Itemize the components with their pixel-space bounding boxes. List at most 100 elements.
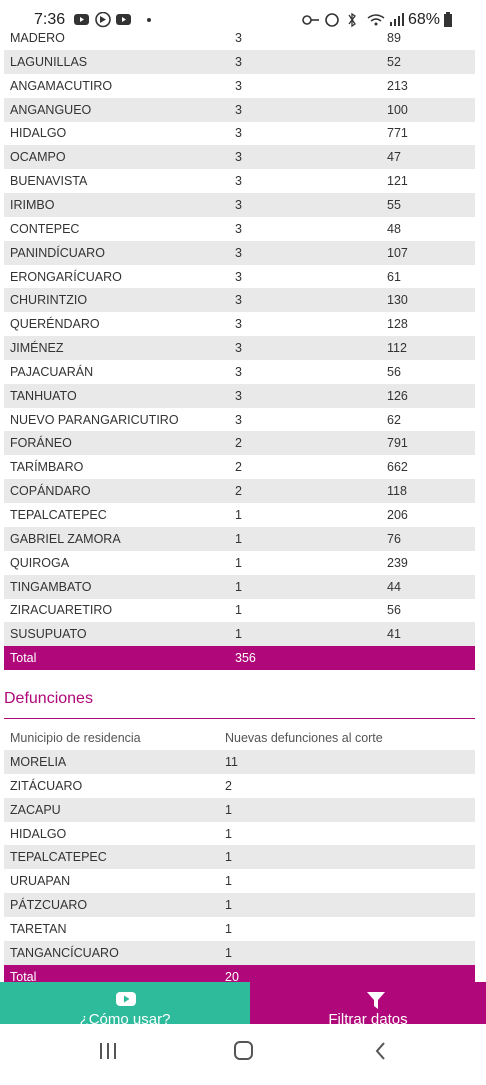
table-cell: MADERO [10,31,65,45]
table-cell: 55 [387,197,401,212]
table-cell: LAGUNILLAS [10,54,88,69]
filter-button[interactable]: Filtrar datos [250,982,486,1024]
table-cell: NUEVO PARANGARICUTIRO [10,412,179,427]
table-cell: TEPALCATEPEC [10,508,107,522]
total-cell: 356 [235,651,256,666]
filter-icon [367,992,385,1009]
table-cell: 89 [387,31,401,45]
table-cell: 1 [225,826,232,841]
table-cell: HIDALGO [10,126,67,141]
help-label: ¿Cómo usar? [79,1011,171,1024]
table-cell: 100 [387,102,408,117]
table-row: TINGAMBATO 1 44 [4,574,475,599]
table-row: TARETAN 1 [4,917,475,941]
table-row: BUENAVISTA 3 121 [4,169,475,193]
system-icons [302,12,404,28]
table-cell: 1 [225,898,232,913]
table-cell: 1 [235,579,242,594]
header-cell: Municipio de residencia [10,731,141,745]
table-cell: 2 [225,778,232,793]
table-cell: 130 [387,293,408,308]
table-cell: TANHUATO [10,388,77,403]
total-cell: 20 [225,969,239,984]
table-cell: 11 [225,755,238,769]
total-cell: Total [10,969,37,984]
table-row: JIMÉNEZ 3 112 [4,336,475,361]
table-cell: PÁTZCUARO [10,898,88,913]
table-cell: 2 [235,436,242,451]
clock: 7:36 [34,11,66,28]
table-cell: TARETAN [10,921,67,936]
table-cell: 3 [235,197,242,212]
table-header: Municipio de residencia Nuevas defuncione… [4,726,475,750]
table-cell: 1 [235,627,242,642]
total-cell: Total [10,651,37,666]
table-cell: COPÁNDARO [10,484,91,499]
table-row: OCAMPO 3 47 [4,145,475,170]
table-cell: HIDALGO [10,826,67,841]
table-cell: 76 [387,531,401,546]
table-cell: TINGAMBATO [10,579,92,594]
table-cell: 62 [387,412,401,427]
table-cell: PAJACUARÁN [10,364,94,379]
table-cell: 3 [235,150,242,165]
table-cell: 3 [235,126,242,141]
table-cell: 3 [235,317,242,332]
table-row: MADERO 3 89 [4,26,475,50]
table-cell: 61 [387,269,401,284]
table-cell: IRIMBO [10,197,55,212]
table-row: ANGANGUEO 3 100 [4,97,475,122]
table-cell: 1 [225,802,232,817]
table-cell: 118 [387,484,407,499]
table-cell: 3 [235,364,242,379]
table-cell: 3 [235,54,242,69]
table-cell: ERONGARÍCUARO [10,269,122,284]
table-row: QUIROGA 1 239 [4,551,475,575]
table-cell: 3 [235,31,242,45]
table-cell: MORELIA [10,755,67,769]
total-row: Total 356 [4,646,475,671]
table-cell: 1 [225,945,232,960]
table-row: TEPALCATEPEC 1 [4,845,475,870]
table-row: URUAPAN 1 [4,869,475,893]
table-row: ZACAPU 1 [4,797,475,822]
help-button[interactable]: ¿Cómo usar? [0,982,250,1024]
nav-icons [100,1041,385,1060]
table-cell: 3 [235,388,242,403]
table-cell: 126 [387,388,408,403]
table-cell: GABRIEL ZAMORA [10,531,121,546]
table-row: SUSUPUATO 1 41 [4,622,475,647]
table-row: ERONGARÍCUARO 3 61 [4,265,475,289]
table-cell: 1 [225,850,232,865]
table-cell: SUSUPUATO [10,627,87,642]
table-cell: 3 [235,293,242,308]
table-cell: CHURINTZIO [10,293,88,308]
table-cell: QUIROGA [10,555,70,570]
table-cell: 662 [387,460,408,475]
table-cell: 213 [387,78,408,93]
table-cell: URUAPAN [10,874,71,889]
table-cell: 1 [235,555,242,570]
table-cell: 48 [387,221,401,236]
table-cell: ZITÁCUARO [10,778,83,793]
table-row: PAJACUARÁN 3 56 [4,360,475,384]
table-cell: JIMÉNEZ [10,341,64,356]
section-title: Defunciones [4,690,93,707]
table-cell: 52 [387,54,401,69]
table-cell: ANGAMACUTIRO [10,78,113,93]
table-row: TEPALCATEPEC 1 206 [4,503,475,527]
table-row: COPÁNDARO 2 118 [4,479,475,504]
table-row: FORÁNEO 2 791 [4,431,475,456]
table-cell: 3 [235,245,242,260]
table-cell: 2 [235,484,242,499]
table-cell: 3 [235,341,242,356]
table-row: CONTEPEC 3 48 [4,217,475,241]
table-cell: 1 [225,874,232,889]
battery-icon [444,12,452,27]
table-cell: ANGANGUEO [10,102,92,117]
table-cell: 239 [387,555,408,570]
table-row: HIDALGO 3 771 [4,121,475,145]
table-cell: TEPALCATEPEC [10,850,107,865]
table-cell: 791 [387,436,408,451]
table-cell: 1 [235,508,242,522]
